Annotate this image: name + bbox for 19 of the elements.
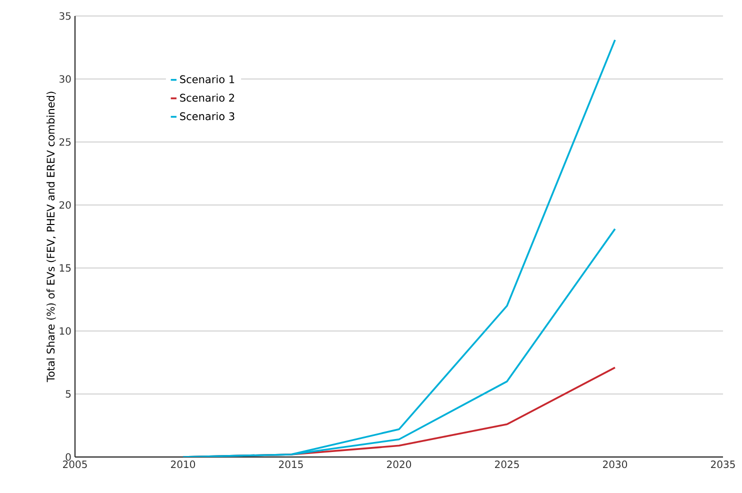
y-tick-label: 10 bbox=[60, 327, 71, 335]
x-tick-label: 2035 bbox=[711, 460, 735, 468]
y-tick-label: 20 bbox=[59, 201, 71, 209]
y-tick-label: 30 bbox=[60, 75, 71, 83]
legend-label: Scenario 2 bbox=[180, 94, 234, 102]
y-tick-label: 5 bbox=[66, 390, 71, 398]
x-tick-label: 2010 bbox=[171, 460, 196, 468]
x-tick-label: 2030 bbox=[603, 460, 628, 468]
y-tick-label: 15 bbox=[60, 264, 71, 272]
y-tick-label: 35 bbox=[60, 12, 71, 20]
legend-label: Scenario 3 bbox=[180, 112, 234, 120]
legend-label: Scenario 1 bbox=[180, 75, 234, 84]
y-tick-label: 25 bbox=[59, 138, 71, 146]
x-tick-label: 2015 bbox=[279, 460, 303, 468]
x-tick-label: 2005 bbox=[63, 460, 87, 468]
y-axis-title: Total Share (%) of EVs (FEV, PHEV and EREV combined) bbox=[46, 92, 56, 382]
x-tick-label: 2020 bbox=[387, 460, 412, 468]
x-tick-label: 2025 bbox=[495, 460, 519, 468]
y-tick-label: 0 bbox=[66, 453, 71, 461]
